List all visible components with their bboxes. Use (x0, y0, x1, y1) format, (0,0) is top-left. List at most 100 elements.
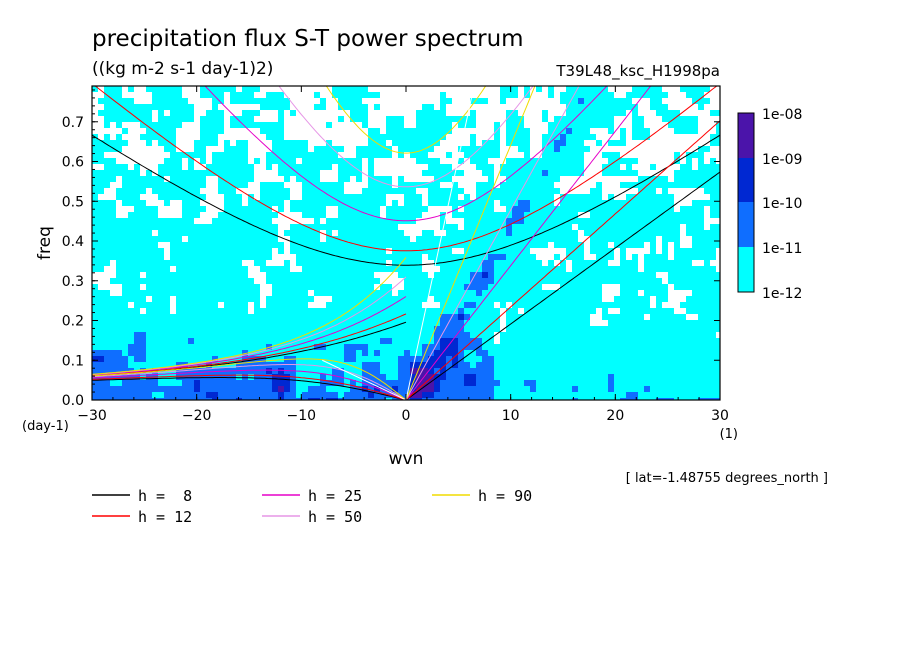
shading-cell (410, 404, 416, 410)
shading-cell (272, 368, 278, 374)
shading-cell (338, 368, 344, 374)
shading-cell (632, 146, 638, 152)
shading-cell (386, 92, 392, 98)
shading-cell (716, 248, 720, 254)
shading-cell (512, 104, 518, 110)
shading-cell (350, 146, 356, 152)
shading-cell (218, 398, 224, 400)
shading-cell (278, 260, 284, 266)
shading-cell (230, 128, 236, 134)
shading-cell (488, 380, 494, 386)
shading-cell (458, 368, 464, 374)
shading-cell (254, 176, 260, 182)
shading-cell (608, 284, 614, 290)
shading-cell (452, 146, 458, 152)
shading-cell (146, 92, 152, 98)
shading-cell (650, 128, 656, 134)
shading-cell (482, 356, 488, 362)
shading-cell (254, 146, 260, 152)
shading-cell (350, 188, 356, 194)
shading-cell (488, 386, 494, 392)
shading-cell (668, 104, 674, 110)
shading-cell (590, 176, 596, 182)
colorbar: 1e-08 1e-09 1e-10 1e-11 1e-12 (737, 107, 802, 302)
shading-cell (554, 86, 560, 92)
y-tick-label: 0.6 (62, 155, 84, 171)
shading-cell (398, 170, 404, 176)
shading-cell (452, 104, 458, 110)
shading-cell (386, 380, 392, 386)
shading-cell (482, 86, 488, 92)
shading-cell (704, 110, 710, 116)
shading-cell (260, 116, 266, 122)
shading-cell (434, 326, 440, 332)
shading-cell (314, 302, 320, 308)
shading-cell (452, 320, 458, 326)
shading-cell (278, 176, 284, 182)
shading-cell (338, 140, 344, 146)
shading-cell (290, 122, 296, 128)
shading-cell (272, 170, 278, 176)
shading-cell (548, 284, 554, 290)
shading-cell (92, 110, 98, 116)
shading-cell (536, 404, 542, 410)
shading-cell (614, 254, 620, 260)
shading-cell (308, 290, 314, 296)
shading-cell (656, 128, 662, 134)
shading-cell (668, 128, 674, 134)
shading-cell (428, 380, 434, 386)
shading-cell (362, 134, 368, 140)
shading-cell (128, 344, 134, 350)
shading-cell (290, 380, 296, 386)
shading-cell (188, 386, 194, 392)
shading-cell (572, 224, 578, 230)
shading-cell (638, 110, 644, 116)
shading-cell (362, 128, 368, 134)
shading-cell (518, 200, 524, 206)
shading-cell (458, 392, 464, 398)
shading-cell (722, 332, 728, 338)
shading-cell (518, 212, 524, 218)
shading-cell (98, 398, 104, 400)
shading-cell (650, 296, 656, 302)
shading-cell (380, 212, 386, 218)
shading-cell (266, 86, 272, 92)
shading-cell (434, 302, 440, 308)
shading-cell (374, 368, 380, 374)
shading-cell (614, 146, 620, 152)
shading-cell (590, 158, 596, 164)
shading-cell (230, 104, 236, 110)
shading-cell (446, 326, 452, 332)
shading-cell (542, 170, 548, 176)
shading-cell (176, 140, 182, 146)
shading-cell (680, 140, 686, 146)
shading-cell (314, 344, 320, 350)
shading-cell (482, 386, 488, 392)
shading-cell (188, 338, 194, 344)
shading-cell (428, 152, 434, 158)
shading-cell (290, 176, 296, 182)
shading-cell (272, 110, 278, 116)
shading-cell (584, 140, 590, 146)
shading-cell (554, 140, 560, 146)
shading-cell (536, 98, 542, 104)
shading-cell (272, 116, 278, 122)
shading-cell (278, 236, 284, 242)
shading-cell (428, 386, 434, 392)
shading-cell (290, 398, 296, 400)
er-curve-h50 (92, 364, 407, 400)
shading-cell (164, 110, 170, 116)
shading-cell (188, 134, 194, 140)
shading-cell (446, 344, 452, 350)
shading-cell (260, 392, 266, 398)
shading-cell (476, 404, 482, 410)
shading-cell (404, 92, 410, 98)
shading-cell (236, 386, 242, 392)
shading-cell (584, 248, 590, 254)
shading-cell (392, 170, 398, 176)
shading-cell (200, 218, 206, 224)
shading-cell (524, 110, 530, 116)
shading-cell (320, 86, 326, 92)
shading-cell (380, 110, 386, 116)
shading-cell (482, 266, 488, 272)
